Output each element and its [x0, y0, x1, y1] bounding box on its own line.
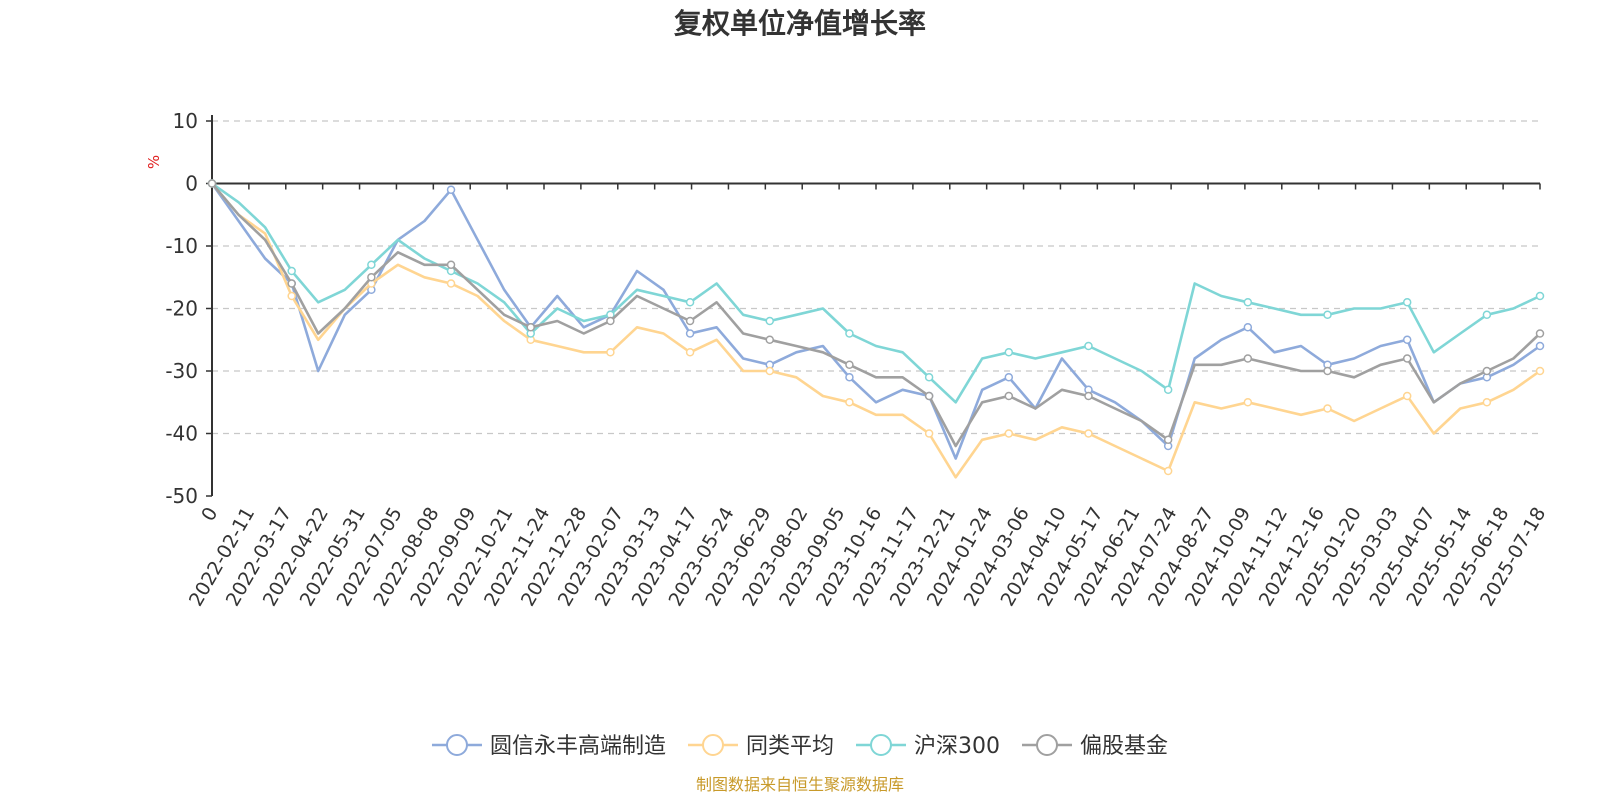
data-point: [606, 316, 615, 326]
data-point: [1402, 391, 1412, 401]
series-lines: [207, 179, 1545, 479]
data-point: [845, 329, 854, 338]
chart-title: 复权单位净值增长率: [674, 7, 926, 40]
data-point: [845, 360, 854, 369]
y-tick-label: 10: [173, 109, 198, 133]
data-point: [367, 273, 376, 282]
data-point: [207, 179, 217, 188]
series-line: [210, 182, 1542, 479]
data-point: [1004, 348, 1014, 357]
data-point: [1402, 298, 1412, 307]
data-point: [1482, 310, 1492, 319]
data-point: [446, 279, 456, 288]
data-point: [765, 335, 775, 344]
legend-label: 偏股基金: [1080, 734, 1168, 759]
data-point: [1402, 354, 1412, 363]
series-line: [210, 182, 1542, 404]
y-tick-label: -30: [165, 359, 198, 383]
data-point: [606, 348, 615, 357]
series-line: [210, 182, 1542, 460]
data-point: [446, 260, 456, 269]
data-point: [685, 348, 695, 357]
data-point: [1482, 366, 1492, 376]
data-point: [1323, 366, 1332, 376]
legend[interactable]: 圆信永丰高端制造 同类平均 沪深300 偏股基金: [431, 734, 1168, 759]
data-point: [287, 279, 296, 288]
data-point: [1535, 291, 1545, 301]
data-point: [1402, 335, 1412, 344]
legend-label: 沪深300: [914, 734, 1000, 759]
data-point: [924, 391, 934, 401]
data-point: [685, 329, 695, 338]
x-axis-tick-labels: 02022-02-112022-03-172022-04-222022-05-3…: [185, 504, 1550, 611]
legend-marker-icon: [1036, 734, 1059, 756]
grid-lines: [212, 120, 1540, 435]
legend-marker-icon: [701, 734, 724, 756]
data-point: [765, 316, 775, 326]
data-point: [526, 323, 535, 332]
data-point: [845, 398, 854, 407]
series-3: [207, 179, 1545, 404]
data-point: [1323, 404, 1332, 413]
legend-item[interactable]: 偏股基金: [1022, 734, 1168, 759]
legend-label: 同类平均: [746, 734, 834, 759]
data-point: [1482, 398, 1492, 407]
y-axis-tick-labels: 10 0 -10 -20 -30 -40 -50: [165, 109, 198, 508]
data-point: [1084, 429, 1093, 438]
series-4: [207, 179, 1545, 448]
data-point: [287, 291, 296, 301]
data-point: [685, 316, 695, 326]
data-point: [287, 266, 296, 276]
data-point: [1323, 310, 1332, 319]
data-point: [924, 429, 934, 438]
series-line: [210, 182, 1542, 448]
data-point: [446, 185, 456, 194]
data-point: [765, 366, 775, 376]
data-point: [1163, 466, 1173, 476]
axes: [206, 115, 1541, 497]
data-point: [1004, 429, 1014, 438]
data-point: [1004, 391, 1014, 401]
legend-item[interactable]: 圆信永丰高端制造: [431, 734, 666, 759]
y-axis-unit-label: %: [145, 155, 163, 169]
data-point: [1535, 366, 1545, 376]
data-source-note: 制图数据来自恒生聚源数据库: [696, 775, 904, 794]
legend-marker-icon: [445, 734, 468, 756]
legend-item[interactable]: 同类平均: [687, 734, 834, 759]
data-point: [1243, 354, 1253, 363]
data-point: [367, 260, 376, 269]
data-point: [1084, 391, 1093, 401]
legend-item[interactable]: 沪深300: [856, 734, 1000, 759]
series-2: [207, 179, 1545, 479]
data-point: [924, 373, 934, 382]
data-point: [845, 373, 854, 382]
data-point: [1084, 341, 1093, 351]
data-point: [1243, 323, 1253, 332]
data-point: [1243, 398, 1253, 407]
y-tick-label: -20: [165, 297, 198, 321]
data-point: [1535, 329, 1545, 338]
data-point: [1163, 435, 1173, 444]
y-tick-label: -50: [165, 484, 198, 508]
y-tick-label: -40: [165, 422, 198, 446]
y-tick-label: -10: [165, 234, 198, 258]
data-point: [1535, 341, 1545, 351]
data-point: [1243, 298, 1253, 307]
legend-marker-icon: [870, 734, 893, 756]
data-point: [1163, 385, 1173, 394]
x-tick-label: 0: [197, 504, 222, 525]
data-point: [685, 298, 695, 307]
legend-label: 圆信永丰高端制造: [490, 734, 666, 759]
data-point: [1004, 373, 1014, 382]
y-tick-label: 0: [185, 172, 198, 196]
